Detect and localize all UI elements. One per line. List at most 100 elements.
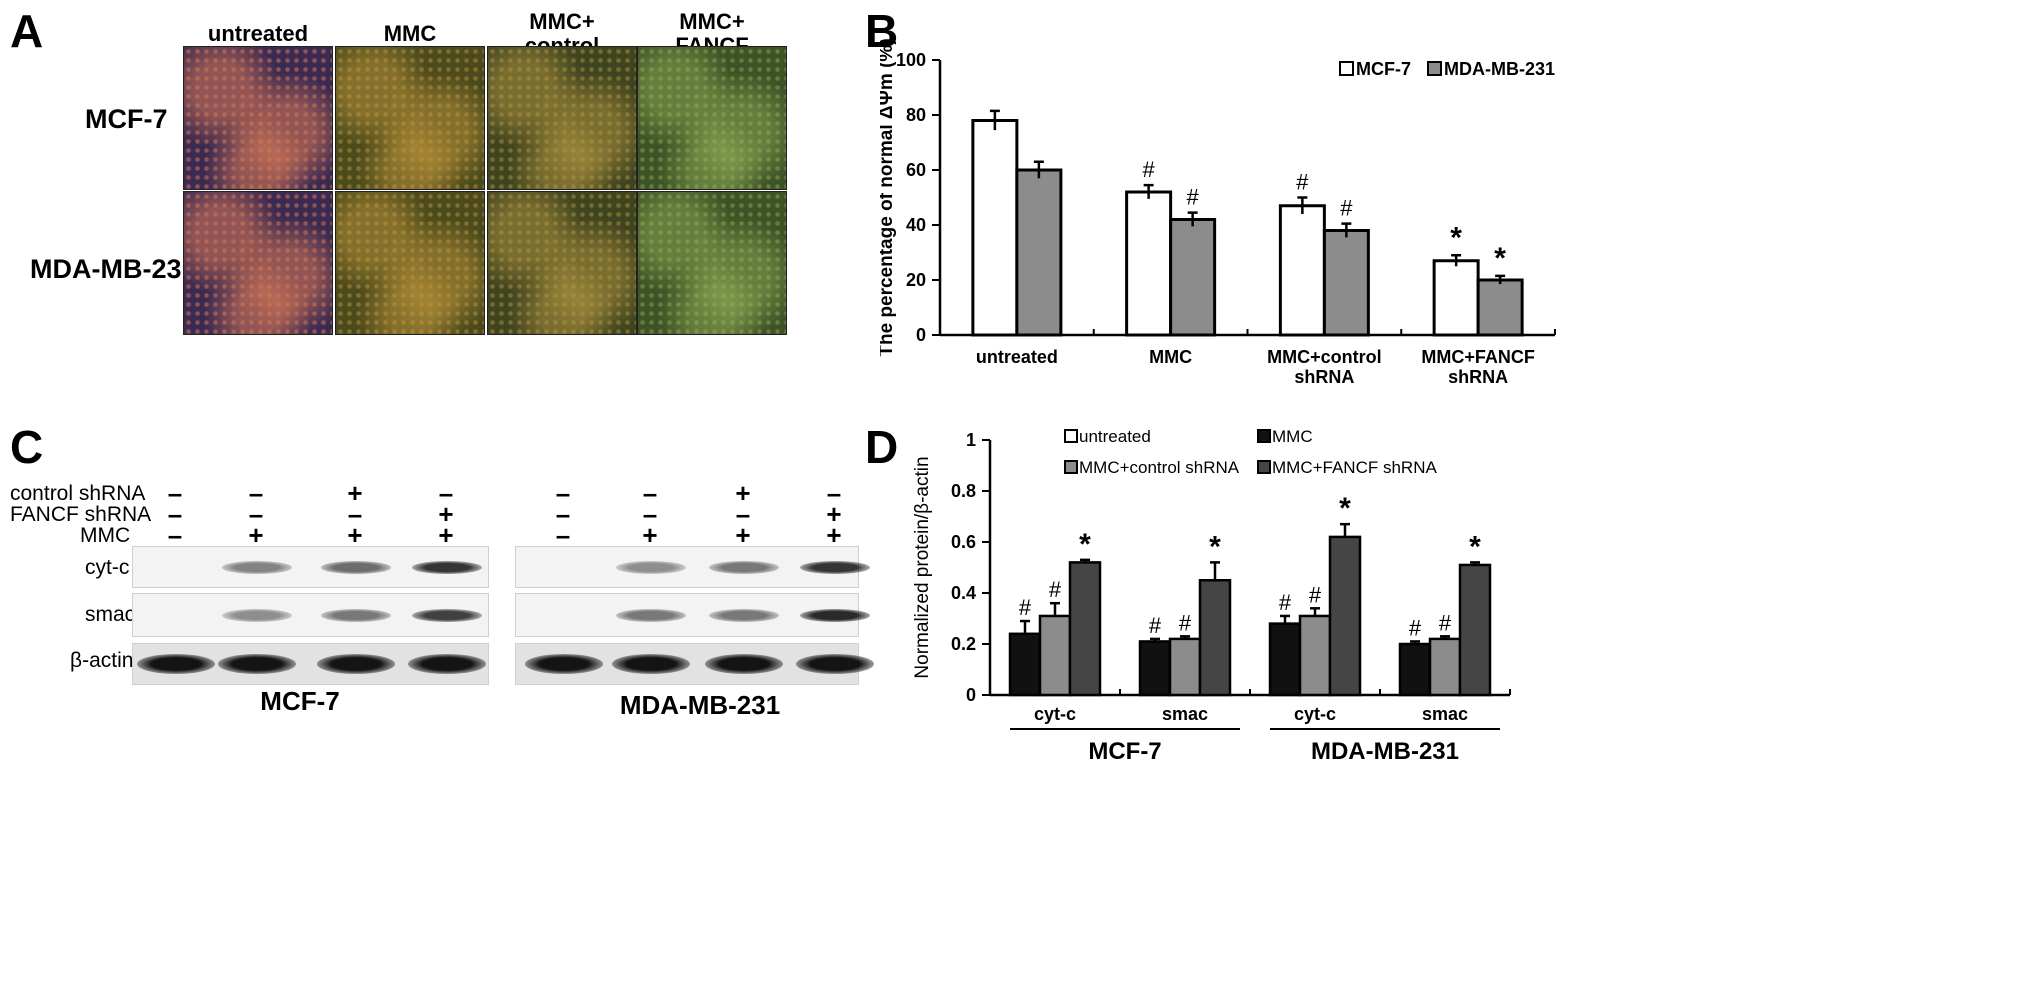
bar-mmc-control-shrna xyxy=(1428,637,1462,697)
group-label: MCF-7 xyxy=(1088,738,1161,765)
y-tick-label: 0.8 xyxy=(951,481,976,501)
blot-band xyxy=(222,608,292,622)
y-tick-label: 40 xyxy=(906,215,926,235)
y-tick-label: 0.2 xyxy=(951,634,976,654)
bar-mda-mb-231 xyxy=(1322,229,1370,337)
micrograph-mcf7-untreated xyxy=(183,46,333,190)
micrograph-mdamb231-fancf xyxy=(637,191,787,335)
bar-mmc-control-shrna xyxy=(1168,637,1202,697)
x-tick-label: MMC xyxy=(1149,347,1192,367)
treatment-sign: + xyxy=(248,520,264,550)
x-tick-label: smac xyxy=(1162,704,1208,724)
x-tick-label: cyt-c xyxy=(1034,704,1076,724)
treatment-sign: – xyxy=(248,478,264,508)
protein-label-beta-actin: β-actin xyxy=(70,649,134,672)
gel-label-mdamb231: MDA-MB-231 xyxy=(619,690,781,720)
significance-mark: * xyxy=(1450,221,1462,254)
bar-mmc xyxy=(1398,642,1432,697)
blot-band xyxy=(616,560,686,574)
blot-strip-smac xyxy=(132,593,489,637)
significance-mark: # xyxy=(1309,582,1322,607)
y-tick-label: 0.4 xyxy=(951,583,976,603)
panel-c-letter: C xyxy=(10,421,44,473)
panel-a-column-mmc: MMC xyxy=(383,21,437,46)
x-tick-label: smac xyxy=(1422,704,1468,724)
blot-strip-cytc xyxy=(515,546,870,588)
treatment-sign: – xyxy=(167,520,183,550)
blot-band xyxy=(525,654,603,674)
treatment-sign: – xyxy=(167,478,183,508)
legend-label: untreated xyxy=(1079,427,1151,446)
treatment-sign: + xyxy=(826,520,842,550)
protein-label-smac: smac xyxy=(85,603,136,626)
panel-d-chart: 0 0.2 0.4 0.6 0.8 1 Normalized protein/β-actin… xyxy=(912,427,1511,765)
treatment-sign: – xyxy=(642,499,658,529)
treatment-sign: – xyxy=(642,478,658,508)
treatment-sign: + xyxy=(735,478,751,508)
blot-band xyxy=(412,560,482,574)
bar-mmc-fancf-shrna xyxy=(1328,535,1362,697)
bar-mmc-fancf-shrna xyxy=(1068,561,1102,697)
x-tick-label: cyt-c xyxy=(1294,704,1336,724)
y-tick-label: 100 xyxy=(896,50,926,70)
legend-label: MMC+control shRNA xyxy=(1079,458,1240,477)
legend-label: MMC+FANCF shRNA xyxy=(1272,458,1437,477)
significance-mark: # xyxy=(1019,595,1032,620)
bar-mcf-7 xyxy=(971,119,1019,337)
micrograph-mcf7-mmc xyxy=(335,46,485,190)
significance-mark: # xyxy=(1340,196,1353,221)
treatment-sign: – xyxy=(555,520,571,550)
significance-mark: * xyxy=(1079,528,1091,561)
blot-band xyxy=(709,608,779,622)
group-label: MDA-MB-231 xyxy=(1311,738,1459,765)
blot-strip-beta-actin xyxy=(515,643,874,685)
treatment-sign: + xyxy=(438,520,454,550)
significance-mark: # xyxy=(1049,577,1062,602)
bar-mmc-control-shrna xyxy=(1298,614,1332,697)
treatment-sign: + xyxy=(347,520,363,550)
significance-mark: # xyxy=(1296,170,1309,195)
y-tick-label: 1 xyxy=(966,430,976,450)
y-axis-label: The percentage of normal ΔΨm (%) xyxy=(880,38,897,356)
bar-mcf-7 xyxy=(1125,190,1173,337)
blot-band xyxy=(800,560,870,574)
significance-mark: # xyxy=(1439,610,1452,635)
treatment-sign: – xyxy=(555,499,571,529)
significance-mark: # xyxy=(1179,610,1192,635)
bar-mda-mb-231 xyxy=(1476,278,1524,337)
bar-mmc-control-shrna xyxy=(1038,614,1072,697)
treatment-label-control-shrna: control shRNA xyxy=(10,482,146,505)
bar-mda-mb-231 xyxy=(1015,168,1063,337)
legend-swatch xyxy=(1257,460,1271,474)
protein-label-cytc: cyt-c xyxy=(85,556,130,579)
y-tick-label: 0.6 xyxy=(951,532,976,552)
treatment-sign: – xyxy=(248,499,264,529)
treatment-sign: + xyxy=(735,520,751,550)
treatment-label-fancf-shrna: FANCF shRNA xyxy=(10,503,152,526)
blot-band xyxy=(317,654,395,674)
panel-a-row-mdamb231: MDA-MB-231 xyxy=(30,254,197,284)
significance-mark: # xyxy=(1143,157,1156,182)
blot-band xyxy=(218,654,296,674)
panel-b-letter: B xyxy=(865,5,899,57)
panel-d-letter: D xyxy=(865,421,899,473)
treatment-sign: – xyxy=(167,499,183,529)
blot-strip-smac xyxy=(515,593,870,637)
legend-swatch xyxy=(1427,61,1442,76)
significance-mark: # xyxy=(1409,615,1422,640)
y-tick-label: 0 xyxy=(966,685,976,705)
micrograph-mdamb231-mmc xyxy=(335,191,485,335)
blot-band xyxy=(616,608,686,622)
legend-label: MDA-MB-231 xyxy=(1444,59,1555,79)
y-tick-label: 60 xyxy=(906,160,926,180)
blot-band xyxy=(321,608,391,622)
legend-swatch xyxy=(1339,61,1354,76)
panel-a-letter: A xyxy=(10,5,44,57)
treatment-label-mmc: MMC xyxy=(80,524,131,547)
panel-a-column-untreated: untreated xyxy=(207,21,309,46)
x-tick-label: untreated xyxy=(976,347,1058,367)
treatment-sign: + xyxy=(347,478,363,508)
x-tick-label: MMC+FANCF xyxy=(1421,347,1535,367)
bar-mmc-fancf-shrna xyxy=(1198,579,1232,697)
